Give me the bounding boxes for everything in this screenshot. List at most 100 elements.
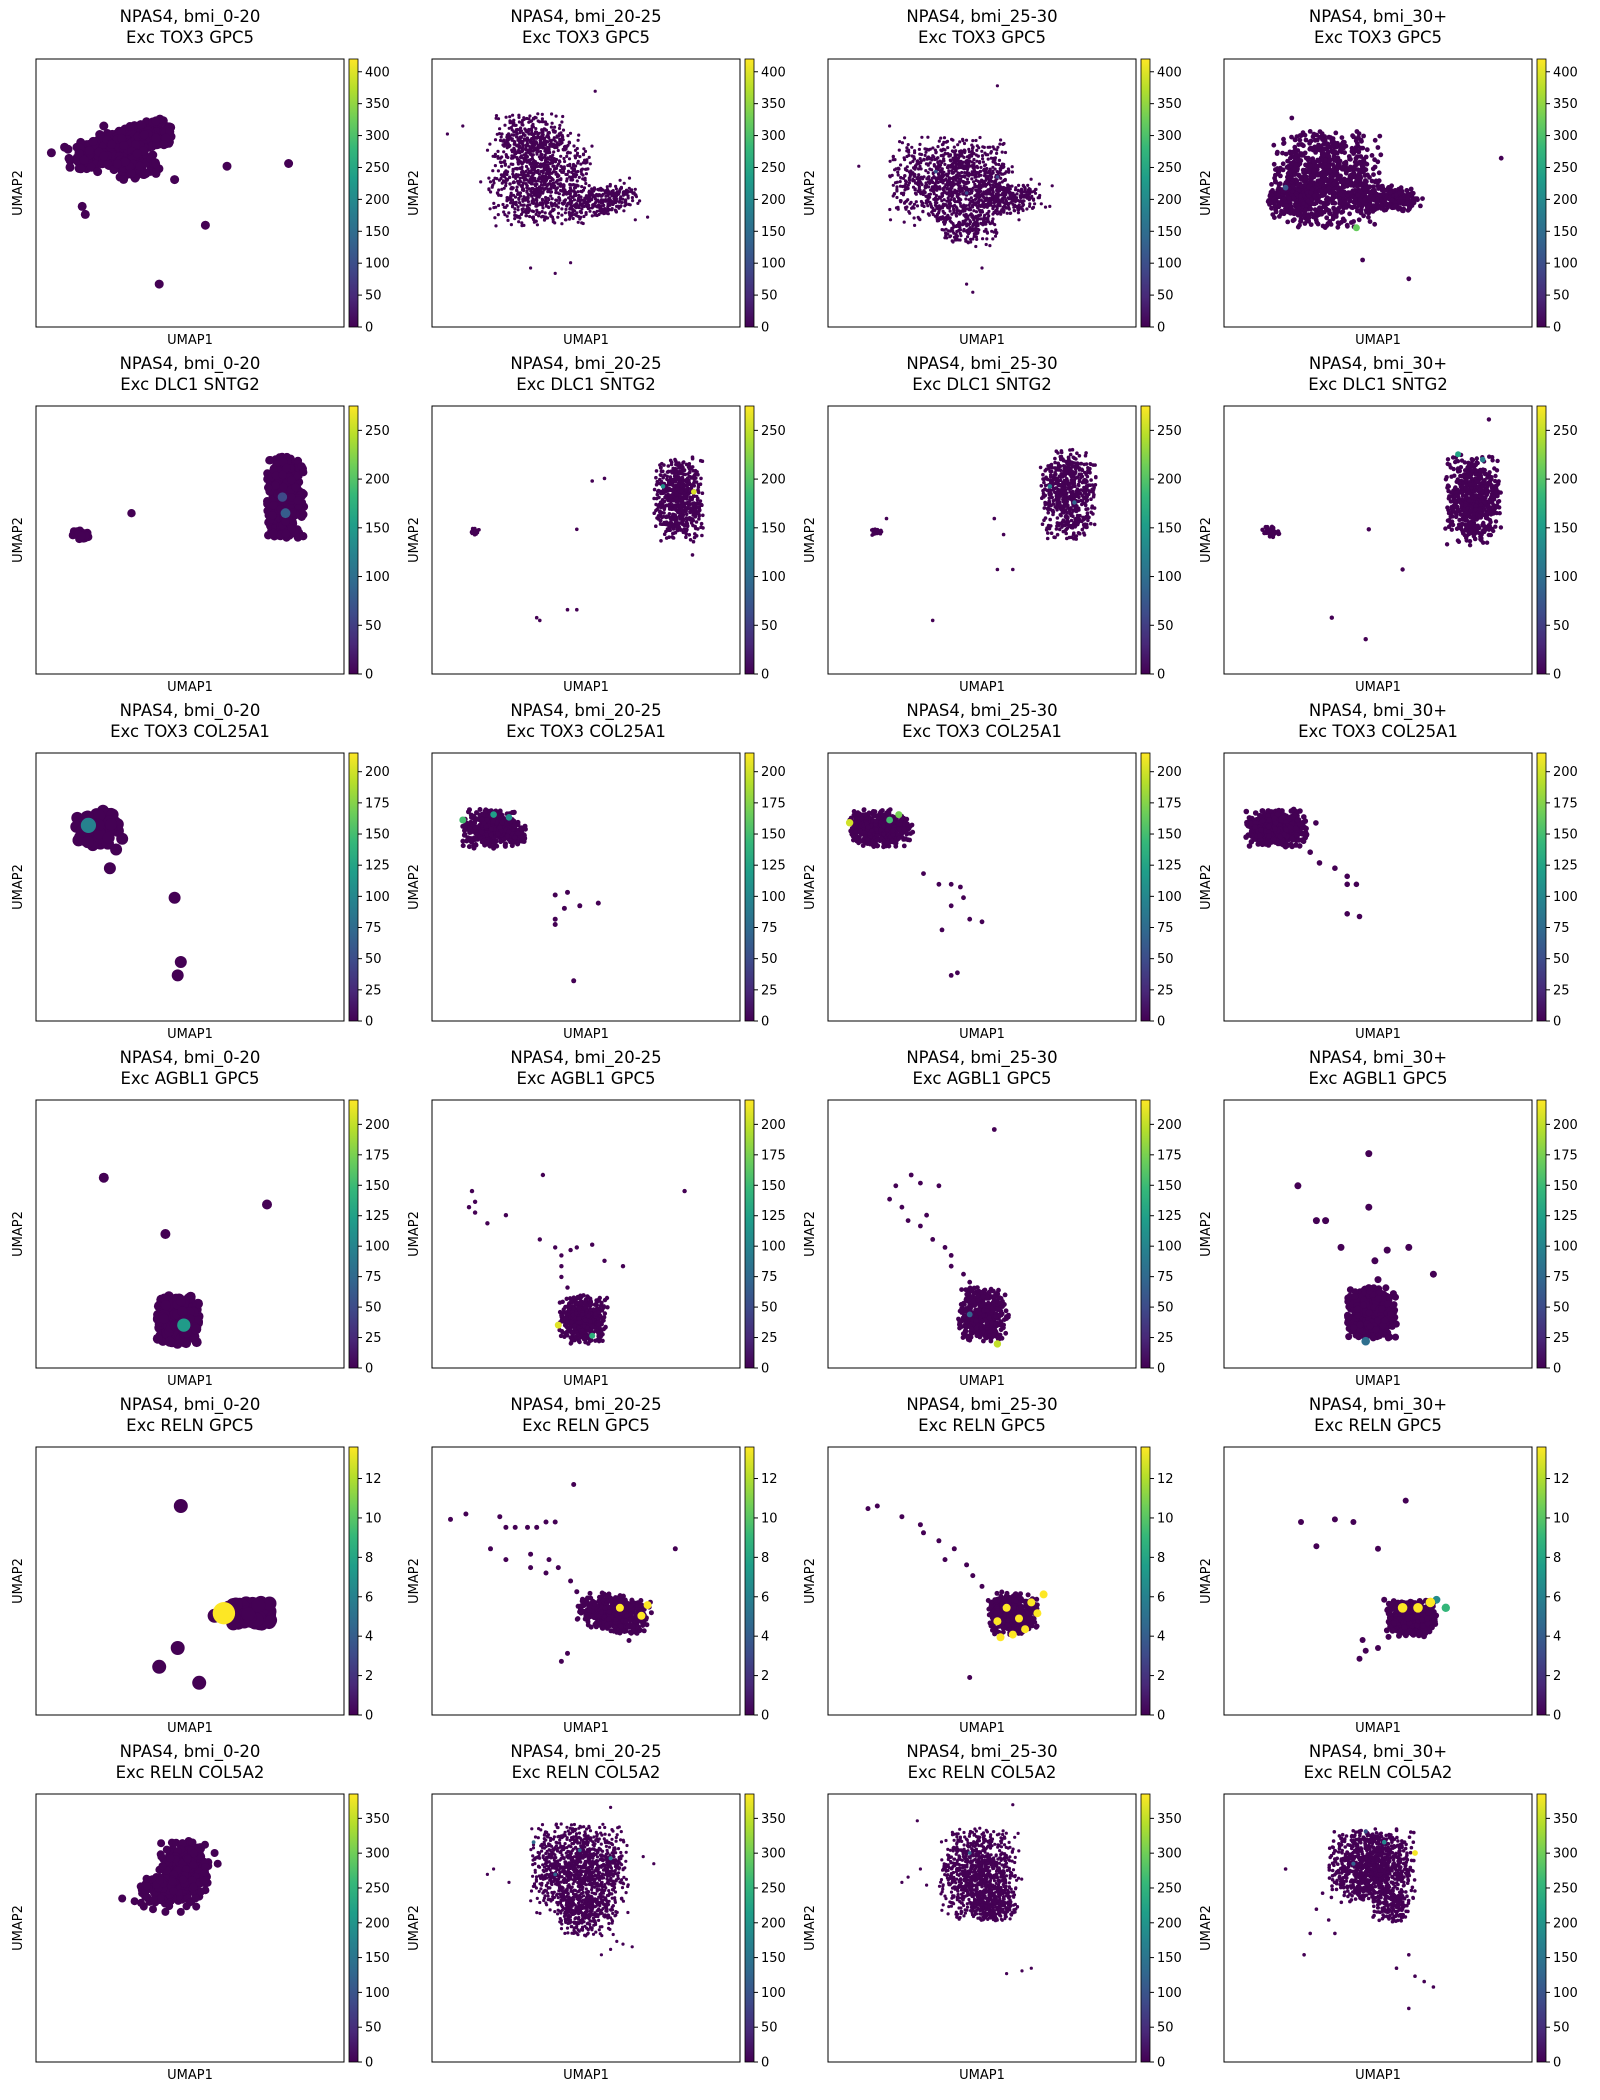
cell-point	[922, 158, 926, 162]
cell-point	[516, 144, 521, 148]
cell-point	[1019, 187, 1024, 191]
cell-point	[587, 155, 591, 159]
cell-point	[565, 151, 570, 155]
cell-point	[1401, 206, 1407, 212]
cell-point	[905, 146, 909, 150]
cell-point	[553, 271, 557, 275]
cell-point	[946, 146, 950, 150]
cell-point	[947, 206, 952, 210]
cell-point	[968, 208, 973, 212]
cell-point	[532, 164, 536, 168]
cell-point	[578, 201, 582, 205]
cell-point	[935, 204, 939, 208]
cell-point	[1372, 207, 1378, 213]
cell-point	[984, 242, 988, 247]
cell-point	[1299, 183, 1304, 189]
colorbar-tick-label: 250	[761, 161, 786, 176]
cell-point	[1293, 162, 1299, 168]
cell-point	[915, 182, 919, 186]
cell-point	[966, 171, 971, 175]
cell-point	[88, 136, 98, 146]
cell-point	[1337, 158, 1343, 164]
cell-point	[985, 237, 989, 241]
cell-point	[548, 179, 553, 183]
cell-point	[1353, 138, 1359, 144]
cell-point	[539, 165, 543, 169]
cell-point	[1376, 185, 1382, 190]
cell-point	[957, 209, 961, 213]
cell-point	[593, 89, 597, 93]
cell-point	[943, 162, 947, 166]
cell-point	[581, 221, 585, 226]
cell-point	[1050, 184, 1054, 188]
cell-point	[599, 204, 603, 208]
cell-point	[577, 193, 581, 198]
cell-point	[544, 204, 548, 208]
cell-point	[521, 207, 525, 211]
cell-point	[971, 237, 975, 241]
cell-point	[963, 175, 967, 179]
panel-title: NPAS4, bmi_25-30	[906, 7, 1057, 27]
cell-point	[991, 205, 995, 209]
cell-point	[956, 180, 960, 184]
cell-point	[638, 199, 642, 203]
cell-point	[488, 207, 492, 211]
cell-point	[512, 121, 516, 125]
cell-point	[990, 172, 994, 176]
cell-point	[1292, 172, 1298, 178]
cell-point	[547, 205, 551, 210]
cell-point	[999, 176, 1003, 180]
cell-point	[489, 190, 493, 194]
cell-point	[965, 177, 970, 181]
cell-point	[541, 171, 545, 175]
cell-point	[1314, 163, 1319, 169]
cell-point	[527, 117, 531, 121]
cell-point	[551, 164, 555, 168]
cell-point	[953, 150, 957, 155]
cell-point	[573, 209, 577, 213]
cell-point	[562, 183, 566, 187]
cell-point	[967, 187, 971, 191]
cell-point	[995, 151, 999, 155]
cell-point	[566, 134, 570, 138]
cell-point	[1003, 177, 1007, 182]
cell-point	[946, 174, 950, 178]
cell-point	[995, 212, 1000, 216]
cell-point	[930, 176, 935, 180]
cell-point	[528, 203, 532, 207]
cell-point	[1273, 207, 1279, 213]
cell-point	[1352, 188, 1358, 193]
cell-point	[1351, 219, 1356, 224]
cell-point	[1323, 146, 1328, 152]
cell-point	[948, 180, 952, 184]
y-axis-label: UMAP2	[11, 170, 26, 216]
cell-point	[1376, 170, 1382, 176]
cell-point	[969, 212, 973, 216]
cell-point	[941, 175, 945, 179]
cell-point	[606, 191, 610, 195]
cell-point	[512, 142, 516, 146]
cell-point	[548, 155, 552, 159]
cell-point	[537, 135, 541, 139]
cell-point	[971, 166, 975, 170]
cell-point	[524, 182, 528, 186]
cell-point	[942, 198, 946, 202]
cell-point	[979, 169, 983, 173]
colorbar-tick-label: 50	[761, 289, 778, 304]
cell-point	[1272, 203, 1278, 209]
cell-point	[551, 170, 556, 174]
cell-point	[555, 135, 559, 139]
cell-point	[576, 138, 580, 142]
colorbar-tick-label: 250	[365, 161, 390, 176]
cell-point	[546, 151, 550, 155]
cell-point	[1312, 168, 1318, 174]
cell-point	[924, 201, 929, 205]
cell-point	[991, 165, 995, 169]
expressing-cell-point	[964, 191, 969, 195]
cell-point	[572, 213, 577, 217]
cell-point	[1281, 196, 1287, 202]
cell-point	[502, 175, 507, 179]
cell-point	[1308, 173, 1314, 179]
cell-point	[918, 218, 922, 222]
cell-point	[561, 128, 566, 132]
